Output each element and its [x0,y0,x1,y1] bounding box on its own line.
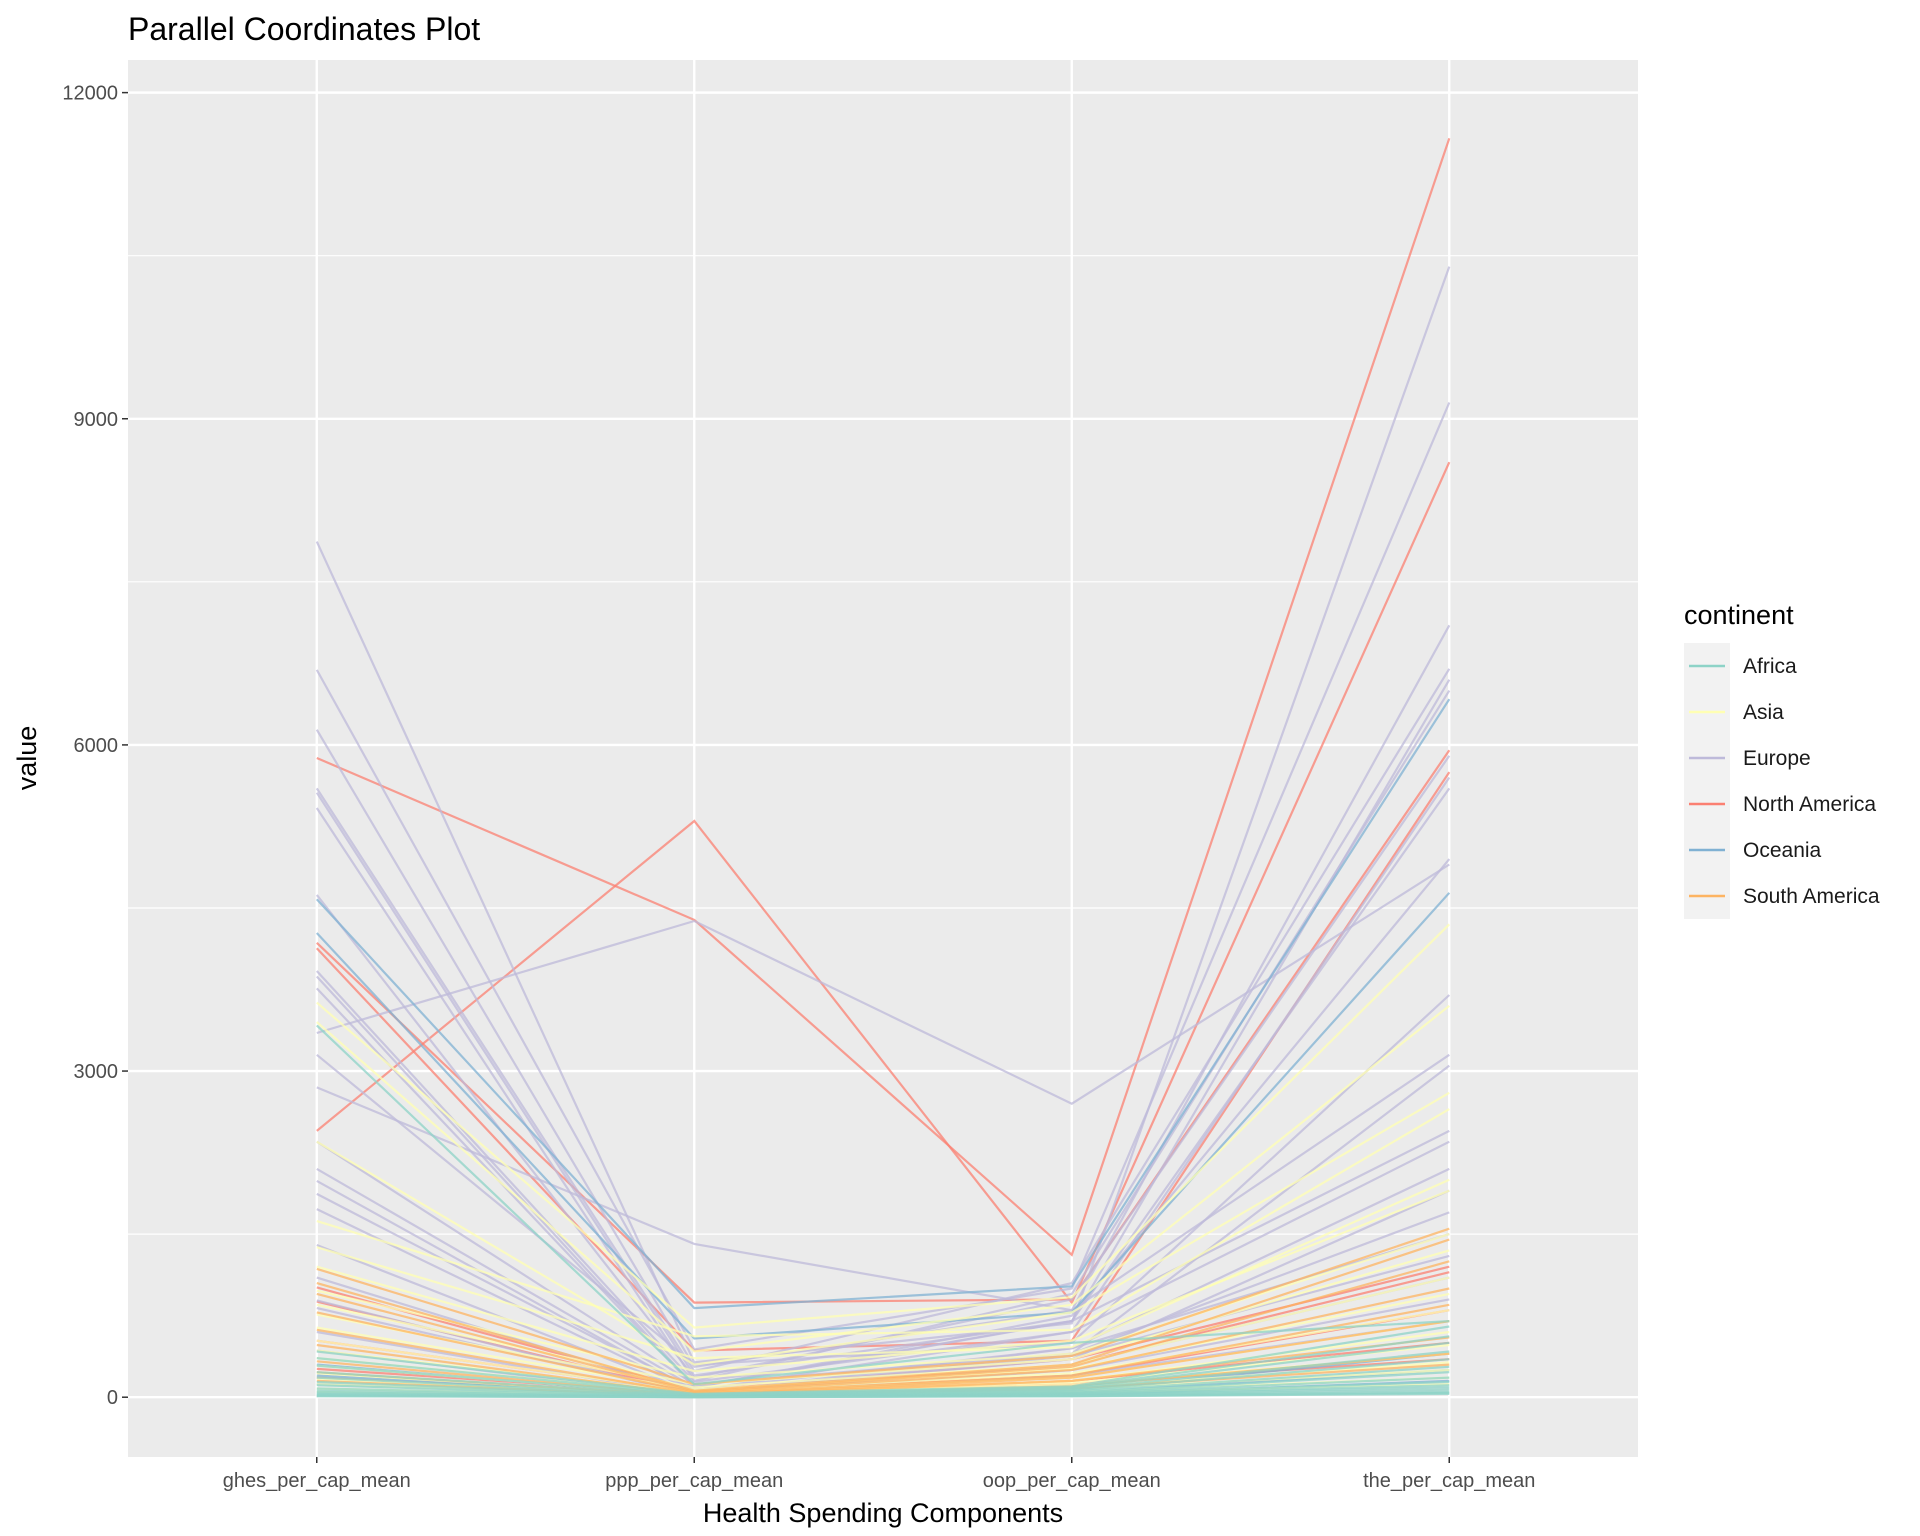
series-line [316,1392,1450,1399]
series-line [316,923,1451,1329]
series-line [315,698,1451,1310]
y-axis-ticks: 0 3000 6000 9000 12000 [62,83,128,1409]
legend-title: continent [1684,600,1794,630]
series-line [316,1189,1450,1373]
series-line [316,1336,1450,1397]
series-line [316,749,1451,1304]
series-line [315,892,1451,1340]
x-axis-ticks: ghes_per_cap_mean ppp_per_cap_mean oop_per… [223,1457,1535,1492]
minor-gridlines [128,255,1638,1235]
series-line [315,266,1451,1364]
legend-label: South America [1743,885,1880,908]
series-line [315,679,1451,1377]
plot-panel [128,60,1638,1457]
series-line [316,1108,1450,1338]
series-line [316,137,1451,1257]
series-line [316,1287,1450,1395]
series-line [316,1227,1450,1386]
y-tick-label: 9000 [74,409,119,431]
y-axis-title: value [12,726,42,791]
series-lines [315,137,1451,1399]
series-line [316,863,1450,1105]
x-axis-title: Health Spending Components [703,1498,1063,1528]
legend-label: Africa [1743,655,1797,678]
legend-label: Asia [1743,701,1784,724]
legend: continent Africa Asia Europe North America O… [1684,600,1880,919]
series-line [316,1140,1450,1392]
series-line [316,1091,1450,1366]
legend-label: Oceania [1743,839,1822,862]
x-tick-label: ghes_per_cap_mean [223,1470,411,1492]
legend-key-background [1684,643,1730,919]
series-line [316,1233,1450,1379]
series-line [316,1024,1450,1386]
series-line [315,402,1451,1351]
x-tick-label: ppp_per_cap_mean [605,1470,783,1492]
series-line [316,1276,1450,1389]
legend-label: Europe [1743,747,1811,770]
y-tick-label: 0 [107,1387,118,1409]
series-line [316,1238,1450,1392]
series-line [316,1303,1450,1396]
series-line [316,1249,1450,1386]
legend-entries: Africa Asia Europe North America Oceania Sout… [1689,655,1880,908]
legend-label: North America [1743,793,1876,816]
y-tick-label: 3000 [74,1061,119,1083]
x-tick-label: oop_per_cap_mean [983,1470,1161,1492]
x-tick-label: the_per_cap_mean [1363,1470,1535,1492]
series-line [316,1004,1450,1353]
chart-title: Parallel Coordinates Plot [128,11,480,47]
y-tick-label: 6000 [74,735,119,757]
y-tick-label: 12000 [62,83,118,105]
series-line [316,1260,1450,1393]
series-line [316,1178,1450,1360]
series-line [316,1320,1450,1397]
